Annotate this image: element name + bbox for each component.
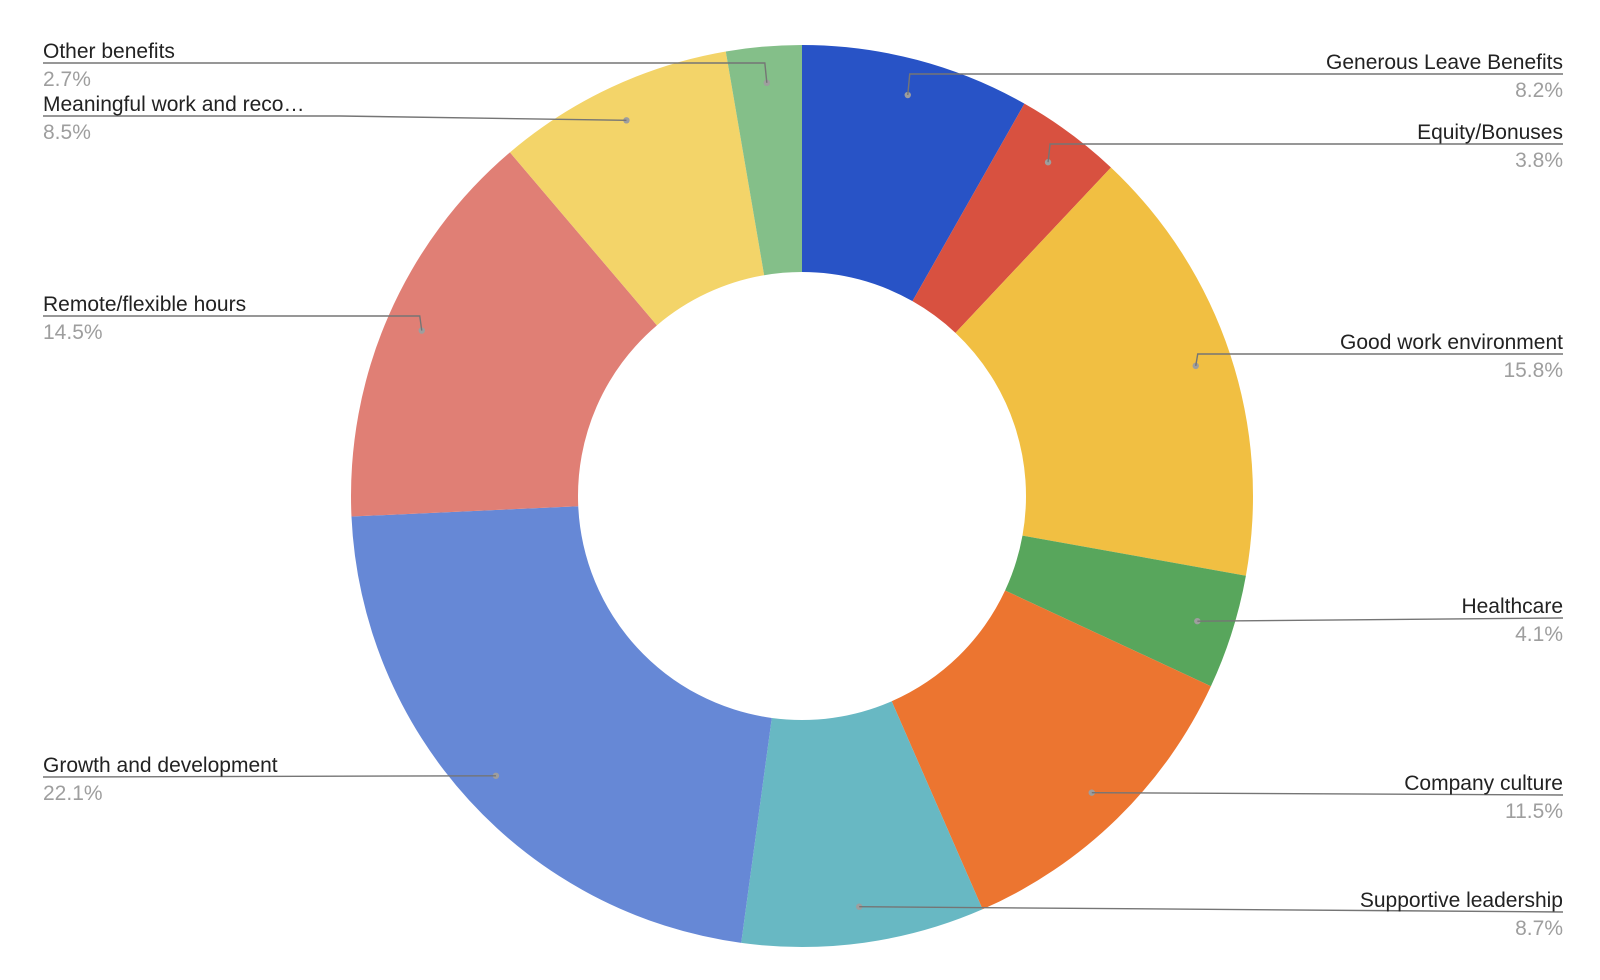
slice-other-benefits[interactable]	[725, 45, 802, 276]
slice-remote-flexible-hours[interactable]	[351, 152, 657, 517]
leader-line-equity-bonuses	[1047, 143, 1563, 163]
slice-value-good-work-environment: 15.8%	[1503, 359, 1563, 382]
leader-line-meaningful-work-and-reco	[43, 115, 627, 122]
leader-line-good-work-environment	[1195, 353, 1563, 366]
slice-value-supportive-leadership: 8.7%	[1515, 917, 1563, 940]
labels-group: Generous Leave Benefits 8.2% Equity/Bonuse…	[43, 40, 1563, 940]
slice-label-good-work-environment: Good work environment	[1340, 331, 1563, 354]
leader-lines-group	[42, 62, 1564, 913]
slice-label-other-benefits: Other benefits	[43, 40, 175, 63]
slice-growth-and-development[interactable]	[351, 506, 772, 943]
slice-value-company-culture: 11.5%	[1505, 800, 1563, 823]
slice-value-remote-flexible-hours: 14.5%	[43, 321, 103, 344]
leader-line-healthcare	[1197, 617, 1564, 622]
slice-value-healthcare: 4.1%	[1515, 623, 1563, 646]
slice-label-remote-flexible-hours: Remote/flexible hours	[43, 293, 246, 316]
slice-label-company-culture: Company culture	[1404, 772, 1563, 795]
slice-label-healthcare: Healthcare	[1461, 595, 1563, 618]
leader-line-other-benefits	[43, 62, 768, 83]
slice-value-meaningful-work-and-reco: 8.5%	[43, 121, 91, 144]
slice-company-culture[interactable]	[891, 590, 1211, 910]
slice-generous-leave-benefits[interactable]	[802, 45, 1025, 302]
leader-line-growth-and-development	[42, 775, 496, 778]
slice-value-generous-leave-benefits: 8.2%	[1515, 79, 1563, 102]
slice-supportive-leadership[interactable]	[741, 701, 983, 948]
slice-label-generous-leave-benefits: Generous Leave Benefits	[1326, 51, 1563, 74]
slice-label-meaningful-work-and-reco: Meaningful work and reco…	[43, 93, 304, 116]
leader-line-remote-flexible-hours	[43, 315, 423, 331]
slice-good-work-environment[interactable]	[955, 167, 1253, 576]
slice-equity-bonuses[interactable]	[912, 103, 1111, 333]
slice-value-growth-and-development: 22.1%	[43, 782, 103, 805]
leader-line-generous-leave-benefits	[907, 73, 1563, 96]
slice-value-other-benefits: 2.7%	[43, 68, 91, 91]
slice-label-equity-bonuses: Equity/Bonuses	[1417, 121, 1563, 144]
slice-label-growth-and-development: Growth and development	[43, 754, 278, 777]
leader-line-company-culture	[1091, 791, 1564, 796]
slice-label-supportive-leadership: Supportive leadership	[1360, 889, 1563, 912]
slice-value-equity-bonuses: 3.8%	[1515, 149, 1563, 172]
slice-healthcare[interactable]	[1005, 535, 1246, 687]
leader-line-supportive-leadership	[859, 906, 1564, 913]
slices-group	[351, 45, 1253, 948]
